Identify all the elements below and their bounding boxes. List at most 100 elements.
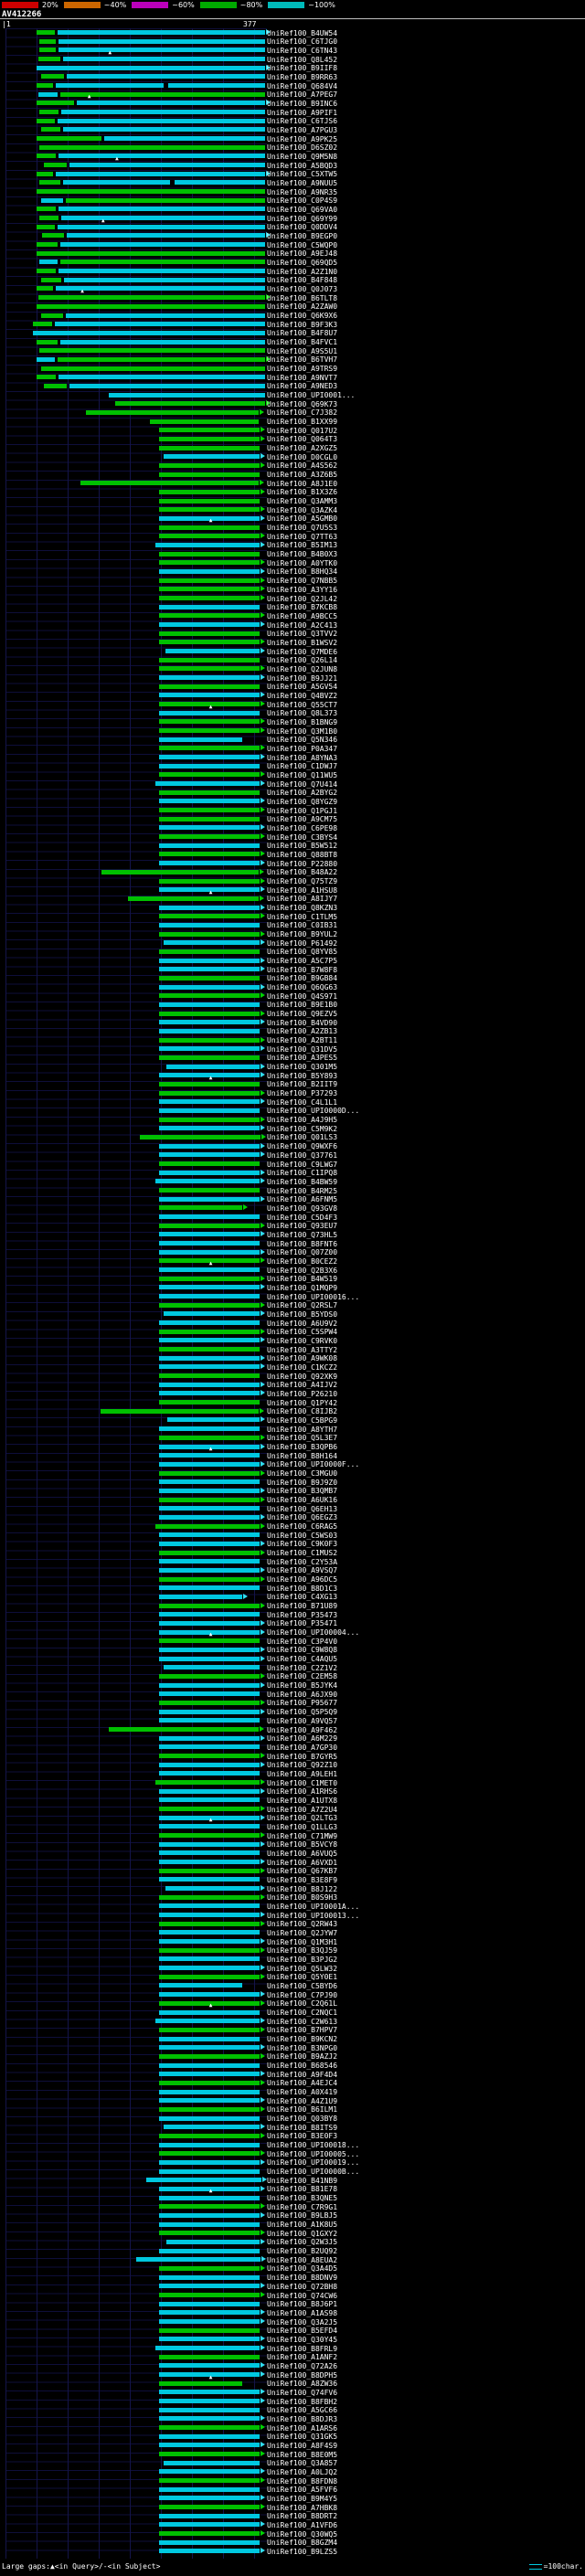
hit-label[interactable]: UniRef100_B5IM13 — [267, 541, 338, 550]
hit-label[interactable]: UniRef100_A7PEG7 — [267, 90, 338, 100]
hit-label[interactable]: UniRef100_C6TJG0 — [267, 37, 338, 47]
hit-label[interactable]: UniRef100_Q7NBB5 — [267, 577, 338, 586]
hit-label[interactable]: UniRef100_A7HBK8 — [267, 2503, 338, 2512]
hit-label[interactable]: UniRef100_Q3AZK4 — [267, 505, 338, 514]
hit-label[interactable]: UniRef100_B6ILM1 — [267, 2105, 338, 2115]
hit-label[interactable]: UniRef100_A9CM75 — [267, 815, 338, 824]
hit-label[interactable]: UniRef100_Q064T3 — [267, 435, 338, 444]
hit-label[interactable]: UniRef100_A1K8U5 — [267, 2221, 338, 2230]
hit-label[interactable]: UniRef100_Q3A2J5 — [267, 2317, 338, 2327]
hit-label[interactable]: UniRef100_B5YDS0 — [267, 1309, 338, 1319]
hit-label[interactable]: UniRef100_UPI0001... — [267, 391, 356, 400]
hit-label[interactable]: UniRef100_C1MET0 — [267, 1778, 338, 1787]
hit-label[interactable]: UniRef100_Q69Y99 — [267, 214, 338, 223]
hit-label[interactable]: UniRef100_B8J122 — [267, 1884, 338, 1893]
hit-label[interactable]: UniRef100_C3MGU0 — [267, 1469, 338, 1479]
hit-label[interactable]: UniRef100_Q9WXF6 — [267, 1142, 338, 1151]
hit-label[interactable]: UniRef100_A4S562 — [267, 461, 338, 471]
hit-label[interactable]: UniRef100_A2BYG2 — [267, 789, 338, 798]
hit-label[interactable]: UniRef100_C2Q61L — [267, 1999, 338, 2009]
hit-label[interactable]: UniRef100_Q1PGJ1 — [267, 806, 338, 815]
hit-label[interactable]: UniRef100_Q017U2 — [267, 426, 338, 435]
hit-label[interactable]: UniRef100_A5BQD3 — [267, 161, 338, 170]
hit-label[interactable]: UniRef100_B7GYR5 — [267, 1752, 338, 1761]
hit-label[interactable]: UniRef100_C8IJB2 — [267, 1407, 338, 1416]
hit-label[interactable]: UniRef100_A1VFD6 — [267, 2520, 338, 2529]
hit-label[interactable]: UniRef100_Q55CT7 — [267, 700, 338, 709]
hit-label[interactable]: UniRef100_B8FNT6 — [267, 1239, 338, 1248]
hit-label[interactable]: UniRef100_Q7U414 — [267, 779, 338, 789]
hit-label[interactable]: UniRef100_Q8L452 — [267, 55, 338, 64]
hit-label[interactable]: UniRef100_Q03BY8 — [267, 2115, 338, 2124]
hit-label[interactable]: UniRef100_Q4BVZ2 — [267, 691, 338, 700]
hit-label[interactable]: UniRef100_B7KCB8 — [267, 603, 338, 612]
hit-label[interactable]: UniRef100_C5SPW4 — [267, 1328, 338, 1337]
hit-label[interactable]: UniRef100_B68546 — [267, 2062, 338, 2071]
hit-label[interactable]: UniRef100_B4W519 — [267, 1275, 338, 1284]
hit-label[interactable]: UniRef100_A2C413 — [267, 620, 338, 630]
hit-label[interactable]: UniRef100_UPI0000D... — [267, 1107, 360, 1116]
hit-label[interactable]: UniRef100_C5M9K2 — [267, 1124, 338, 1133]
hit-label[interactable]: UniRef100_B3NPG0 — [267, 2043, 338, 2052]
hit-label[interactable]: UniRef100_B8HQ34 — [267, 567, 338, 577]
hit-label[interactable]: UniRef100_C7J382 — [267, 408, 338, 418]
hit-label[interactable]: UniRef100_Q3M1B0 — [267, 726, 338, 736]
hit-label[interactable]: UniRef100_C1KCZ2 — [267, 1362, 338, 1372]
hit-label[interactable]: UniRef100_P26210 — [267, 1389, 338, 1398]
hit-label[interactable]: UniRef100_C2NQC1 — [267, 2009, 338, 2017]
hit-label[interactable]: UniRef100_A8EUA2 — [267, 2255, 338, 2264]
hit-label[interactable]: UniRef100_UPI00016... — [267, 1292, 360, 1301]
hit-label[interactable]: UniRef100_B9IIF8 — [267, 64, 338, 73]
hit-label[interactable]: UniRef100_P37293 — [267, 1089, 338, 1098]
hit-label[interactable]: UniRef100_Q7TT63 — [267, 532, 338, 541]
hit-label[interactable]: UniRef100_B81E78 — [267, 2185, 338, 2194]
hit-label[interactable]: UniRef100_B8GZM4 — [267, 2539, 338, 2548]
hit-label[interactable]: UniRef100_C3BYS4 — [267, 832, 338, 842]
hit-label[interactable]: UniRef100_A7PGU3 — [267, 125, 338, 134]
hit-label[interactable]: UniRef100_Q4S971 — [267, 991, 338, 1001]
hit-label[interactable]: UniRef100_B8DJR3 — [267, 2414, 338, 2423]
hit-label[interactable]: UniRef100_C0IB31 — [267, 921, 338, 930]
hit-label[interactable]: UniRef100_B4RM25 — [267, 1186, 338, 1195]
hit-label[interactable]: UniRef100_Q69QD5 — [267, 258, 338, 267]
hit-label[interactable]: UniRef100_Q2RSL7 — [267, 1301, 338, 1310]
hit-label[interactable]: UniRef100_Q301M5 — [267, 1063, 338, 1072]
hit-label[interactable]: UniRef100_B3E8F9 — [267, 1875, 338, 1884]
hit-label[interactable]: UniRef100_Q92Z10 — [267, 1761, 338, 1770]
hit-label[interactable]: UniRef100_UPI00004... — [267, 1628, 360, 1638]
hit-label[interactable]: UniRef100_C2EM58 — [267, 1672, 338, 1681]
hit-label[interactable]: UniRef100_A9S5U1 — [267, 346, 338, 355]
hit-label[interactable]: UniRef100_C71MW9 — [267, 1831, 338, 1840]
hit-label[interactable]: UniRef100_A8ZW36 — [267, 2380, 338, 2389]
hit-label[interactable]: UniRef100_B8FRL9 — [267, 2344, 338, 2353]
hit-label[interactable]: UniRef100_B9KCN2 — [267, 2035, 338, 2044]
hit-label[interactable]: UniRef100_Q0J073 — [267, 284, 338, 293]
hit-label[interactable]: UniRef100_D6SZ02 — [267, 143, 338, 153]
hit-label[interactable]: UniRef100_P95677 — [267, 1699, 338, 1708]
hit-label[interactable]: UniRef100_Q75TZ9 — [267, 877, 338, 885]
hit-label[interactable]: UniRef100_Q67KB7 — [267, 1867, 338, 1876]
hit-label[interactable]: UniRef100_B4B0X3 — [267, 550, 338, 559]
hit-label[interactable]: UniRef100_B8ITS9 — [267, 2123, 338, 2132]
hit-label[interactable]: UniRef100_A8YNA3 — [267, 753, 338, 762]
hit-label[interactable]: UniRef100_A1HSU8 — [267, 885, 338, 895]
hit-label[interactable]: UniRef100_A9VSQ7 — [267, 1566, 338, 1575]
hit-label[interactable]: UniRef100_C5WS03 — [267, 1531, 338, 1540]
hit-label[interactable]: UniRef100_B9JJ21 — [267, 673, 338, 683]
hit-label[interactable]: UniRef100_D0CGL0 — [267, 452, 338, 461]
hit-label[interactable]: UniRef100_C5BPG9 — [267, 1415, 338, 1425]
hit-label[interactable]: UniRef100_B1BNG9 — [267, 717, 338, 726]
hit-label[interactable]: UniRef100_A9TRS9 — [267, 365, 338, 374]
hit-label[interactable]: UniRef100_Q72A26 — [267, 2361, 338, 2370]
hit-label[interactable]: UniRef100_Q6EGZ3 — [267, 1513, 338, 1522]
hit-label[interactable]: UniRef100_A7GP30 — [267, 1743, 338, 1752]
hit-label[interactable]: UniRef100_C6PE98 — [267, 823, 338, 832]
hit-label[interactable]: UniRef100_A1AS98 — [267, 2308, 338, 2317]
hit-label[interactable]: UniRef100_Q73HL5 — [267, 1230, 338, 1239]
hit-label[interactable]: UniRef100_C7PJ90 — [267, 1990, 338, 1999]
hit-label[interactable]: UniRef100_B5JYK4 — [267, 1681, 338, 1691]
hit-label[interactable]: UniRef100_B3QNE5 — [267, 2194, 338, 2203]
hit-label[interactable]: UniRef100_A3Z6B5 — [267, 471, 338, 480]
hit-label[interactable]: UniRef100_B4FVC1 — [267, 338, 338, 347]
hit-label[interactable]: UniRef100_Q684V4 — [267, 81, 338, 90]
